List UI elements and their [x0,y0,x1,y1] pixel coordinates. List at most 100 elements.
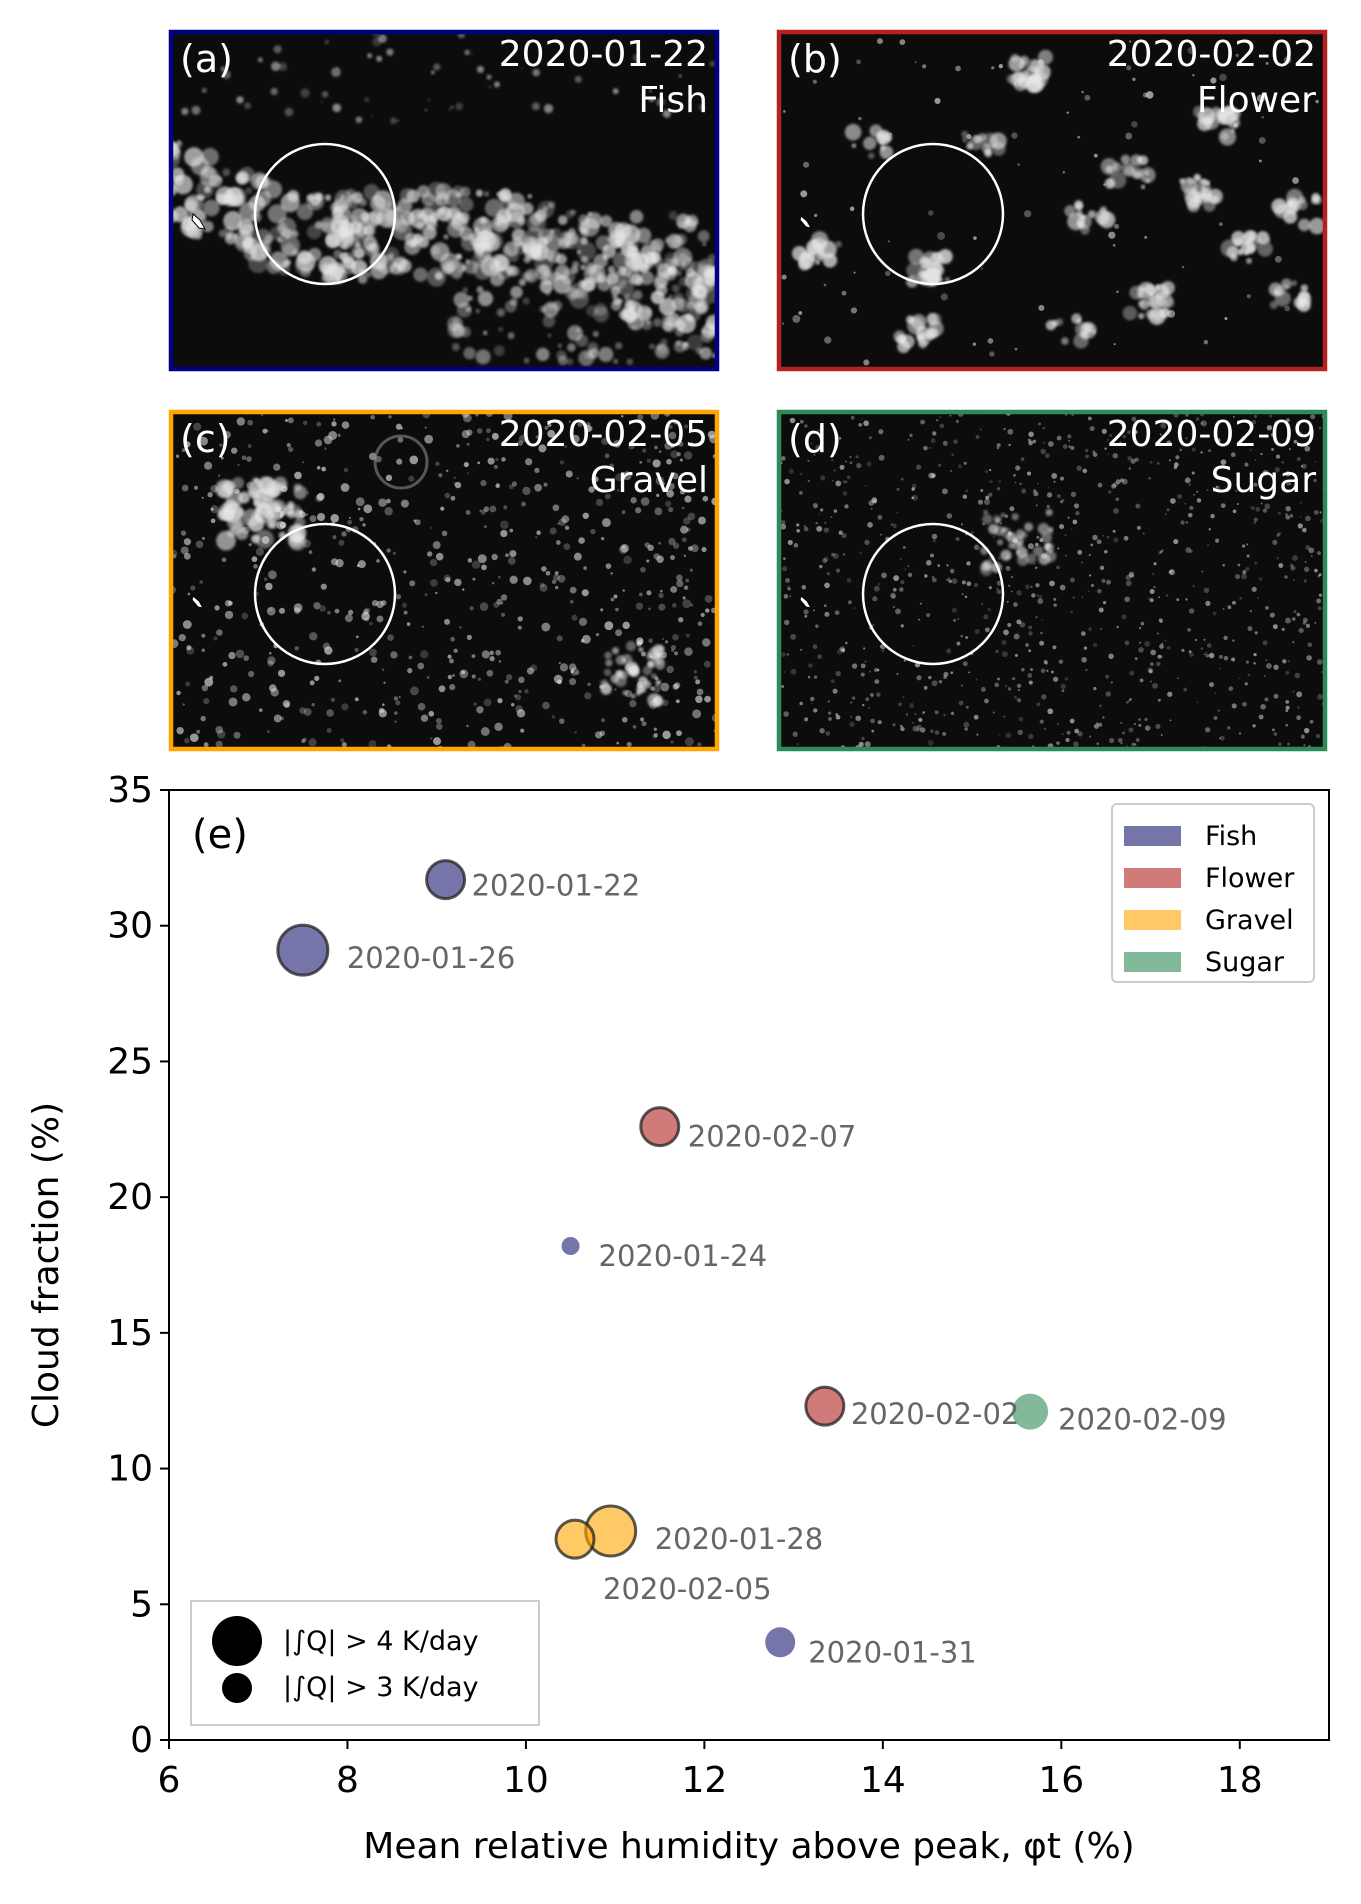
cloud-blob [1028,680,1033,685]
cloud-blob [433,63,441,71]
cloud-blob [1185,547,1192,553]
cloud-blob [1045,320,1056,331]
panel-c-clouds [171,412,717,749]
cloud-blob [992,535,995,538]
cloud-blob [626,358,634,366]
cloud-blob [238,491,250,504]
cloud-blob [1104,447,1107,450]
cloud-blob [984,149,993,158]
cloud-blob [909,703,915,709]
cloud-blob [513,694,517,698]
cloud-blob [570,600,574,604]
cloud-blob [799,419,804,424]
cloud-blob [638,647,644,653]
cloud-blob [815,445,821,450]
cloud-blob [815,624,819,628]
cloud-blob [813,453,816,456]
cloud-blob [361,612,370,621]
cloud-blob [404,238,421,255]
cloud-blob [420,650,429,659]
cloud-blob [822,558,828,564]
cloud-blob [1191,447,1196,452]
cloud-blob [287,417,294,424]
cloud-blob [547,303,554,310]
cloud-blob [243,246,258,261]
cloud-blob [1191,471,1195,475]
cloud-blob [1102,716,1105,719]
cloud-blob [662,310,679,327]
cloud-blob [1246,543,1249,546]
cloud-blob [781,520,786,525]
cloud-blob [922,711,925,714]
cloud-blob [668,210,678,221]
cloud-blob [279,521,287,529]
cloud-blob [302,737,307,742]
cloud-blob [961,593,964,595]
cloud-blob [592,330,599,338]
cloud-blob [956,641,961,646]
cloud-blob [354,647,359,653]
cloud-blob [804,614,808,618]
cloud-blob [1131,742,1135,747]
cloud-blob [1011,132,1018,139]
cloud-blob [181,107,189,116]
cloud-blob [480,480,487,487]
legend-swatch-flower [1124,868,1181,888]
cloud-blob [943,671,949,677]
cloud-blob [676,730,682,737]
cloud-blob [1008,584,1011,587]
cloud-blob [1028,631,1033,636]
cloud-blob [1017,689,1020,692]
cloud-blob [950,671,954,675]
cloud-blob [1019,482,1022,486]
legend-swatch-gravel [1124,910,1181,930]
cloud-blob [682,599,692,609]
cloud-blob [480,727,490,736]
cloud-blob [1036,535,1040,539]
cloud-blob [324,194,332,201]
cloud-blob [871,497,878,503]
cloud-blob [1035,616,1038,619]
cloud-blob [362,709,368,715]
cloud-blob [427,98,431,102]
cloud-blob [393,218,408,233]
cloud-blob [1099,627,1102,630]
cloud-blob [553,574,560,581]
cloud-blob [1185,437,1188,440]
cloud-blob [408,475,415,482]
panel-d-frame [776,409,1328,752]
cloud-blob [783,594,789,599]
cloud-blob [184,441,191,448]
cloud-blob [1085,454,1089,459]
cloud-blob [896,511,899,514]
cloud-blob [1285,471,1291,477]
cloud-blob [1160,655,1164,658]
cloud-blob [864,741,871,748]
cloud-blob [245,187,253,195]
cloud-blob [628,443,635,450]
cloud-blob [782,557,786,561]
cloud-blob [1075,511,1080,516]
cloud-blob [1124,640,1130,646]
cloud-blob [435,552,444,561]
cloud-blob [515,694,522,701]
cloud-blob [1173,462,1179,467]
cloud-blob [1128,467,1132,470]
cloud-blob [284,107,294,117]
cloud-blob [1000,512,1006,518]
cloud-blob [1112,243,1116,247]
cloud-blob [1253,653,1257,657]
cloud-blob [202,537,205,540]
cloud-blob [1144,717,1148,721]
cloud-blob [832,553,839,559]
cloud-blob [1219,222,1223,226]
cloud-blob [1104,178,1116,189]
cloud-blob [689,568,693,572]
cloud-blob [1273,664,1279,670]
cloud-blob [878,429,884,435]
cloud-blob [1140,286,1146,292]
cloud-blob [1287,742,1291,746]
cloud-blob [1108,231,1116,239]
cloud-blob [1119,478,1124,483]
cloud-blob [1272,539,1278,545]
